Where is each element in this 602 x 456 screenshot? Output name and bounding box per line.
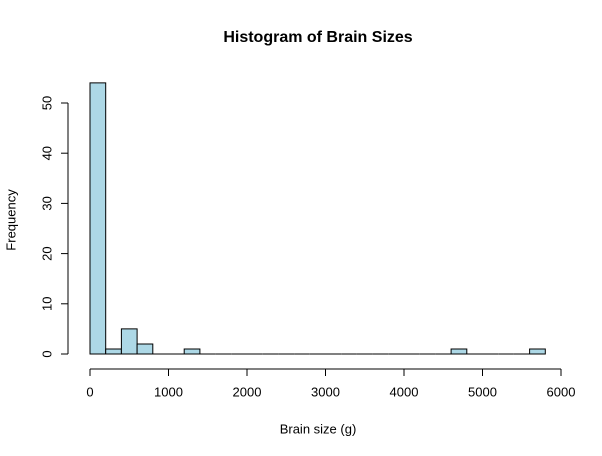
x-tick-label: 6000 [547, 384, 576, 399]
y-tick-label: 0 [39, 350, 54, 357]
x-tick-label: 2000 [233, 384, 262, 399]
x-tick-label: 3000 [311, 384, 340, 399]
y-tick-label: 10 [39, 297, 54, 311]
x-tick-label: 4000 [390, 384, 419, 399]
bar [183, 348, 201, 355]
x-tick-label: 5000 [468, 384, 497, 399]
y-tick-label: 40 [39, 146, 54, 160]
bar [450, 348, 468, 355]
x-tick-label: 1000 [154, 384, 183, 399]
x-axis-label: Brain size (g) [280, 421, 357, 436]
y-tick-label: 20 [39, 246, 54, 260]
y-tick-label: 30 [39, 196, 54, 210]
bar [136, 343, 154, 355]
bar [120, 328, 138, 355]
chart-title: Histogram of Brain Sizes [223, 29, 412, 46]
y-axis-label: Frequency [3, 189, 18, 251]
bar [105, 348, 122, 355]
y-tick-label: 50 [39, 96, 54, 110]
x-tick-label: 0 [86, 384, 93, 399]
bar [89, 82, 107, 355]
bar [529, 348, 546, 355]
